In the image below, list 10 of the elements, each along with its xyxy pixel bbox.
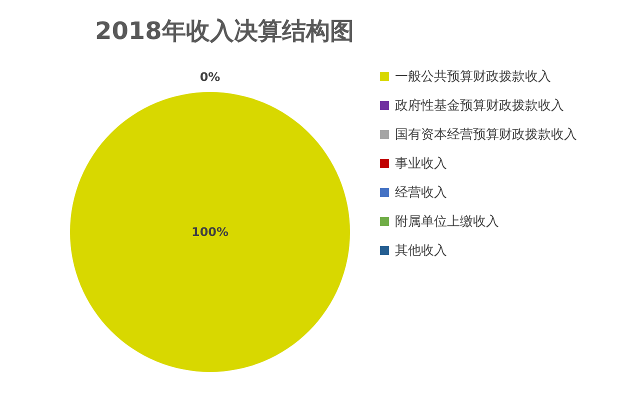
legend-label: 附属单位上缴收入	[395, 214, 499, 230]
data-label: 100%	[191, 225, 229, 239]
legend-label: 政府性基金预算财政拨款收入	[395, 98, 564, 114]
chart-title: 2018年收入决算结构图	[95, 17, 354, 45]
legend-label: 经营收入	[395, 186, 447, 200]
legend-label: 一般公共预算财政拨款收入	[395, 70, 551, 84]
legend-label: 其他收入	[395, 244, 447, 258]
legend-label: 事业收入	[395, 156, 447, 172]
legend-label: 国有资本经营预算财政拨款收入	[395, 128, 577, 142]
text: 0%	[200, 70, 220, 84]
